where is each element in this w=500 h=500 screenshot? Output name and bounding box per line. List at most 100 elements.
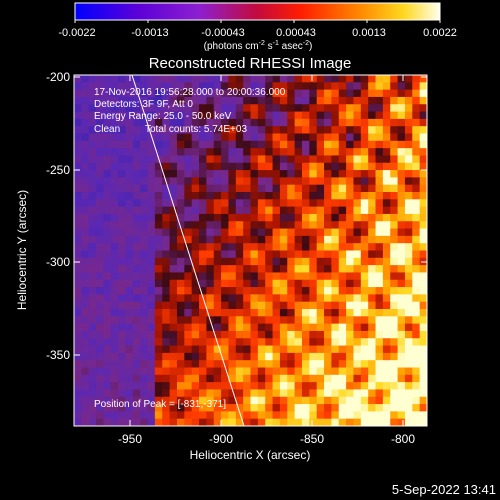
heatmap-cell xyxy=(154,206,163,215)
heatmap-cell xyxy=(316,228,325,237)
heatmap-cell xyxy=(360,338,369,347)
heatmap-cell xyxy=(390,272,399,281)
y-tick-label: -350 xyxy=(46,348,70,362)
heatmap-cell xyxy=(265,75,274,83)
heatmap-cell xyxy=(338,89,347,98)
heatmap-cell xyxy=(206,192,215,200)
heatmap-cell xyxy=(287,382,296,391)
heatmap-cell xyxy=(397,192,406,200)
heatmap-cell xyxy=(375,140,384,149)
heatmap-cell xyxy=(390,192,399,200)
heatmap-cell xyxy=(331,170,340,178)
heatmap-cell xyxy=(346,352,355,361)
heatmap-cell xyxy=(294,104,303,113)
heatmap-cell xyxy=(176,367,185,376)
heatmap-cell xyxy=(81,148,90,157)
heatmap-cell xyxy=(331,89,340,98)
heatmap-cell xyxy=(147,235,156,244)
heatmap-cell xyxy=(191,206,200,215)
heatmap-cell xyxy=(360,257,369,266)
heatmap-cell xyxy=(316,148,325,157)
heatmap-cell xyxy=(235,294,244,303)
heatmap-cell xyxy=(169,148,178,157)
heatmap-cell xyxy=(324,309,332,317)
heatmap-cell xyxy=(96,126,105,135)
heatmap-cell xyxy=(338,309,347,317)
heatmap-cell xyxy=(279,170,288,178)
colorbar-ticks xyxy=(74,20,441,23)
heatmap-cell xyxy=(390,323,399,332)
heatmap-cell xyxy=(331,396,340,405)
heatmap-cell xyxy=(191,133,200,142)
heatmap-cell xyxy=(412,265,421,274)
heatmap-cell xyxy=(279,345,288,354)
heatmap-cell xyxy=(353,111,362,120)
heatmap-cell xyxy=(96,235,105,244)
heatmap-cell xyxy=(294,287,303,295)
heatmap-cell xyxy=(243,177,252,186)
heatmap-cell xyxy=(272,104,281,113)
heatmap-cell xyxy=(272,382,281,391)
heatmap-cell xyxy=(191,89,200,98)
heatmap-cell xyxy=(118,301,127,310)
heatmap-cell xyxy=(301,243,310,252)
heatmap-cell xyxy=(88,294,97,303)
heatmap-cell xyxy=(294,360,303,369)
heatmap-cell xyxy=(250,118,259,127)
heatmap-cell xyxy=(221,250,230,259)
heatmap-cell xyxy=(169,228,178,237)
heatmap-cell xyxy=(103,411,112,420)
heatmap-cell xyxy=(265,162,274,171)
heatmap-cell xyxy=(74,170,82,178)
heatmap-cell xyxy=(199,221,207,230)
heatmap-cell xyxy=(169,118,178,127)
heatmap-cell xyxy=(243,75,252,83)
heatmap-cell xyxy=(324,272,332,281)
heatmap-cell xyxy=(346,294,355,303)
heatmap-cell xyxy=(353,104,362,113)
heatmap-cell xyxy=(125,279,134,288)
heatmap-cell xyxy=(412,162,421,171)
heatmap-cell xyxy=(279,82,288,91)
heatmap-cell xyxy=(360,111,369,120)
heatmap-cell xyxy=(338,148,347,157)
heatmap-cell xyxy=(88,206,97,215)
heatmap-cell xyxy=(390,330,399,339)
heatmap-cell xyxy=(235,309,244,317)
heatmap-cell xyxy=(368,126,377,135)
heatmap-cell xyxy=(257,228,266,237)
heatmap-cell xyxy=(147,374,156,383)
heatmap-cell xyxy=(294,294,303,303)
heatmap-cell xyxy=(184,301,193,310)
heatmap-cell xyxy=(397,257,406,266)
heatmap-cell xyxy=(176,148,185,157)
heatmap-cell xyxy=(206,228,215,237)
heatmap-cell xyxy=(397,140,406,149)
heatmap-cell xyxy=(125,221,134,230)
heatmap-cell xyxy=(147,287,156,295)
heatmap-cell xyxy=(154,192,163,200)
heatmap-cell xyxy=(331,330,340,339)
heatmap-cell xyxy=(331,148,340,157)
heatmap-cell xyxy=(199,272,207,281)
colorbar: -0.0022 -0.0013 -0.00043 0.00043 0.0013 … xyxy=(58,2,457,52)
heatmap-cell xyxy=(184,199,193,208)
heatmap-cell xyxy=(74,404,82,412)
heatmap-cell xyxy=(287,389,296,398)
heatmap-cell xyxy=(96,75,105,83)
heatmap-cell xyxy=(206,184,215,193)
heatmap-cell xyxy=(96,148,105,157)
heatmap-cell xyxy=(206,352,215,361)
heatmap-cell xyxy=(81,199,90,208)
heatmap-cell xyxy=(368,133,377,142)
heatmap-cell xyxy=(331,162,340,171)
heatmap-cell xyxy=(147,82,156,91)
heatmap-cell xyxy=(243,257,252,266)
heatmap-cell xyxy=(81,89,90,98)
heatmap-cell xyxy=(191,148,200,157)
heatmap-cell xyxy=(382,309,391,317)
heatmap-cell xyxy=(338,374,347,383)
heatmap-cell xyxy=(397,418,406,426)
heatmap-cell xyxy=(390,162,399,171)
